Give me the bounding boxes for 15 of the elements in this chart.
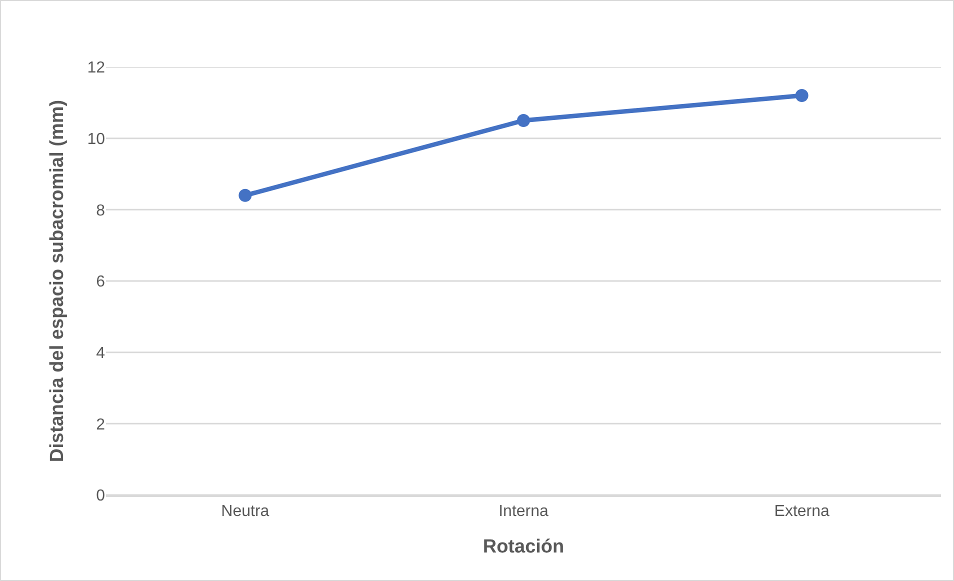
y-tick-label: 0 — [96, 488, 106, 505]
point — [795, 89, 808, 102]
x-tick-label: Externa — [774, 502, 830, 520]
y-axis-title: Distancia del espacio subacromial (mm) — [47, 100, 68, 462]
y-tick-label: 2 — [96, 416, 106, 434]
y-tick-label: 12 — [87, 60, 106, 77]
y-tick-label: 6 — [96, 274, 106, 291]
y-tick-label: 4 — [96, 344, 106, 362]
y-tick-label: 10 — [87, 130, 106, 148]
y-tick-label: 8 — [96, 202, 106, 220]
point — [238, 188, 252, 202]
x-tick-label: Interna — [498, 502, 549, 520]
x-tick-label: Neutra — [221, 502, 270, 520]
x-axis-title: Rotación — [482, 536, 564, 558]
point — [517, 114, 530, 127]
